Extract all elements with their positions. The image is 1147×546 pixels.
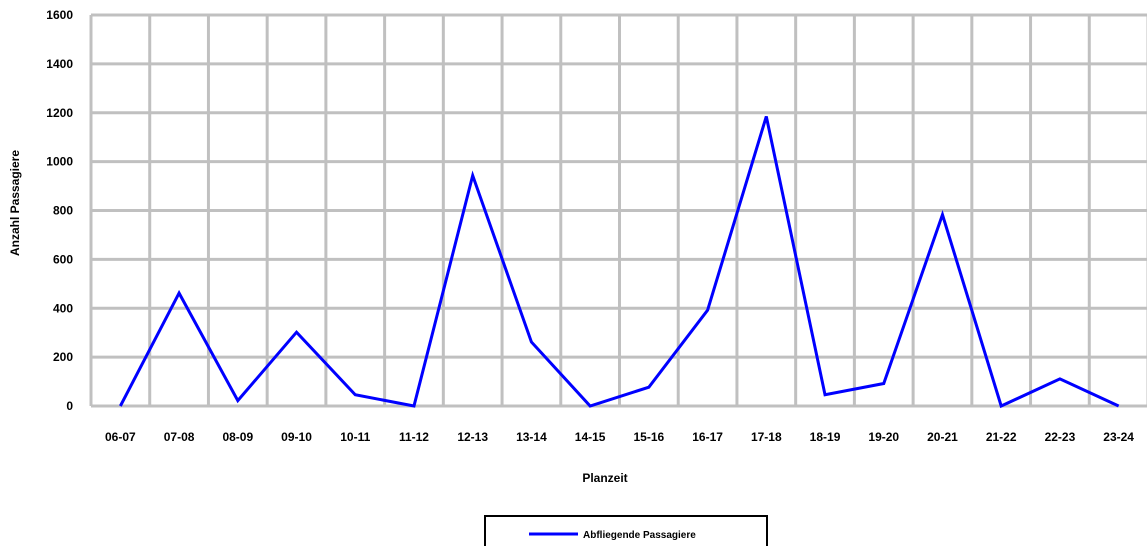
y-axis-title: Anzahl Passagiere <box>8 150 22 256</box>
x-tick-label: 20-21 <box>927 430 958 444</box>
legend: Abfliegende Passagiere <box>484 515 768 546</box>
x-tick-label: 17-18 <box>751 430 782 444</box>
legend-box <box>484 515 768 546</box>
x-tick-label: 22-23 <box>1045 430 1076 444</box>
series-line <box>119 115 1120 409</box>
x-tick-label: 16-17 <box>692 430 723 444</box>
x-axis-title: Planzeit <box>582 471 627 485</box>
x-tick-label: 07-08 <box>164 430 195 444</box>
y-axis-ticks: 0 200 400 600 800 1000 1200 1400 1600 <box>46 8 73 413</box>
y-tick-label: 1600 <box>46 8 73 22</box>
x-tick-label: 18-19 <box>810 430 841 444</box>
legend-label: Abfliegende Passagiere <box>583 530 696 541</box>
y-tick-label: 1200 <box>46 106 73 120</box>
x-tick-label: 10-11 <box>340 430 370 444</box>
x-tick-label: 15-16 <box>634 430 665 444</box>
y-tick-label: 1400 <box>46 57 73 71</box>
x-tick-label: 06-07 <box>105 430 136 444</box>
y-tick-label: 1000 <box>46 155 73 169</box>
x-tick-label: 12-13 <box>457 430 488 444</box>
grid <box>89 13 1147 408</box>
x-tick-label: 13-14 <box>516 430 547 444</box>
x-tick-label: 19-20 <box>868 430 899 444</box>
x-tick-label: 09-10 <box>281 430 312 444</box>
x-tick-label: 14-15 <box>575 430 606 444</box>
x-tick-label: 23-24 <box>1103 430 1134 444</box>
y-tick-label: 200 <box>53 350 73 364</box>
x-tick-label: 11-12 <box>399 430 429 444</box>
y-tick-label: 400 <box>53 301 73 315</box>
y-tick-label: 0 <box>66 399 73 413</box>
y-tick-label: 800 <box>53 204 73 218</box>
x-tick-label: 08-09 <box>222 430 253 444</box>
x-axis-ticks: 06-07 07-08 08-09 09-10 10-11 11-12 12-13 13-14… <box>105 430 1134 444</box>
x-tick-label: 21-22 <box>986 430 1017 444</box>
y-tick-label: 600 <box>53 252 73 266</box>
series-layer <box>119 115 1120 409</box>
